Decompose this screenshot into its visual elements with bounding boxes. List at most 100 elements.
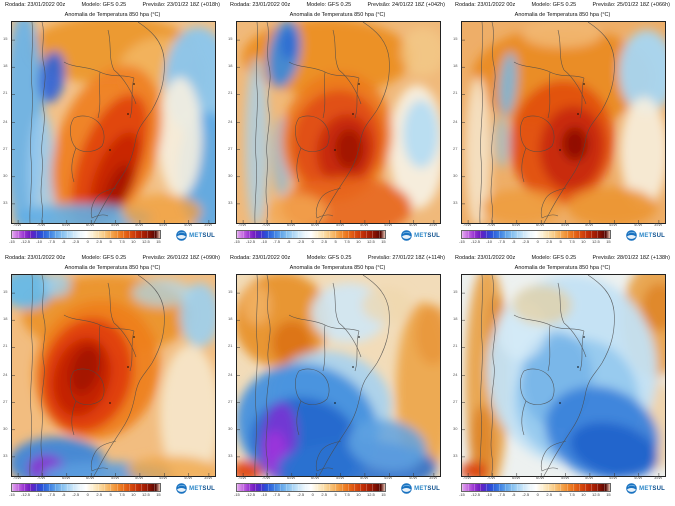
- lat-tick-label: 30: [228, 426, 233, 431]
- metsul-logo: METSUL: [626, 483, 665, 494]
- forecast-panel-5: Rodada: 23/01/2022 00z Modelo: GFS 0.25 …: [225, 253, 450, 506]
- lon-tick-label: 35W: [654, 475, 663, 480]
- colorbar-label: 10: [131, 492, 136, 497]
- colorbar-label: -5: [286, 239, 291, 244]
- lat-tick-label: 15: [228, 289, 233, 294]
- colorbar-label: 2.5: [321, 239, 327, 244]
- colorbar-label: -10: [486, 492, 492, 497]
- lon-tick-label: 75W: [238, 475, 247, 480]
- run-label: Rodada: 23/01/2022 00z: [230, 255, 291, 261]
- model-label: Modelo: GFS 0.25: [531, 2, 577, 8]
- lon-tick-label: 55W: [336, 222, 345, 227]
- lon-tick-label: 40W: [409, 222, 418, 227]
- panel-header: Rodada: 23/01/2022 00z Modelo: GFS 0.25 …: [5, 255, 220, 261]
- colorbar-label: 12.5: [592, 239, 600, 244]
- panel-header: Rodada: 23/01/2022 00z Modelo: GFS 0.25 …: [455, 255, 670, 261]
- temperature-anomaly-map: [237, 275, 440, 476]
- lon-tick-label: 55W: [111, 475, 120, 480]
- colorbar-label: 0: [311, 239, 314, 244]
- colorbar-label: -12.5: [20, 239, 31, 244]
- colorbar-label: 2.5: [96, 492, 102, 497]
- colorbar-label: 0: [536, 239, 539, 244]
- colorbar-label: -12.5: [245, 492, 256, 497]
- run-label: Rodada: 23/01/2022 00z: [5, 255, 66, 261]
- lat-tick-label: 30: [3, 173, 8, 178]
- lon-tick-label: 55W: [561, 475, 570, 480]
- colorbar-label: 7.5: [119, 492, 125, 497]
- anomaly-colorbar: [461, 230, 611, 239]
- logo-text: METSUL: [189, 233, 215, 239]
- logo-text-met: MET: [639, 485, 653, 492]
- lon-tick-label: 60W: [311, 222, 320, 227]
- colorbar-label: 5: [109, 239, 112, 244]
- lon-tick-label: 40W: [634, 475, 643, 480]
- map-frame: [461, 21, 666, 224]
- lon-tick-label: 55W: [336, 475, 345, 480]
- logo-text-sul: SUL: [202, 485, 215, 492]
- colorbar-label: 15: [381, 239, 386, 244]
- lat-tick-label: 27: [3, 146, 8, 151]
- run-label: Rodada: 23/01/2022 00z: [230, 2, 291, 8]
- colorbar-label: 15: [606, 239, 611, 244]
- map-title: Anomalia de Temperatura 850 hpa (°C): [289, 265, 386, 271]
- colorbar-label: 10: [356, 239, 361, 244]
- colorbar-label: 10: [131, 239, 136, 244]
- colorbar-label: 2.5: [321, 492, 327, 497]
- lat-tick-label: 18: [228, 63, 233, 68]
- colorbar-label: 7.5: [119, 239, 125, 244]
- map-title: Anomalia de Temperatura 850 hpa (°C): [289, 12, 386, 18]
- colorbar-label: 2.5: [546, 492, 552, 497]
- colorbar-label: -7.5: [273, 492, 280, 497]
- map-frame: [236, 21, 441, 224]
- lon-tick-label: 55W: [561, 222, 570, 227]
- colorbar-label: 15: [606, 492, 611, 497]
- map-frame: [11, 21, 216, 224]
- colorbar-label: 2.5: [96, 239, 102, 244]
- colorbar-label: -10: [36, 239, 42, 244]
- colorbar-label: -7.5: [498, 492, 505, 497]
- forecast-label: Previsão: 27/01/22 18Z (+114h): [367, 255, 445, 261]
- lat-tick-label: 18: [3, 63, 8, 68]
- lon-tick-label: 60W: [86, 222, 95, 227]
- lon-tick-label: 45W: [384, 222, 393, 227]
- temperature-anomaly-map: [12, 22, 215, 223]
- temperature-anomaly-map: [237, 22, 440, 223]
- map-title: Anomalia de Temperatura 850 hpa (°C): [514, 12, 611, 18]
- lat-tick-label: 21: [3, 90, 8, 95]
- colorbar-label: 12.5: [367, 239, 375, 244]
- lon-tick-label: 65W: [62, 475, 71, 480]
- lat-tick-label: 24: [228, 372, 233, 377]
- lat-tick-label: 33: [228, 453, 233, 458]
- map-title: Anomalia de Temperatura 850 hpa (°C): [64, 12, 161, 18]
- lon-tick-label: 55W: [111, 222, 120, 227]
- colorbar-labels: -15 -12.5 -10 -7.5 -5 -2.5 0 2.5 5 7.5 10 12.5 15: [459, 239, 611, 244]
- lon-tick-label: 50W: [585, 222, 594, 227]
- map-frame: [11, 274, 216, 477]
- lon-tick-label: 75W: [13, 475, 22, 480]
- logo-text: METSUL: [414, 486, 440, 492]
- map-frame: [461, 274, 666, 477]
- lon-tick-label: 45W: [159, 222, 168, 227]
- globe-icon: [626, 230, 637, 241]
- lon-tick-label: 35W: [204, 222, 213, 227]
- colorbar-label: 12.5: [367, 492, 375, 497]
- lon-tick-label: 50W: [135, 222, 144, 227]
- lat-tick-label: 15: [3, 36, 8, 41]
- lat-tick-label: 21: [228, 90, 233, 95]
- colorbar-label: -7.5: [48, 239, 55, 244]
- colorbar-labels: -15 -12.5 -10 -7.5 -5 -2.5 0 2.5 5 7.5 10 12.5 15: [234, 492, 386, 497]
- lon-tick-label: 45W: [609, 222, 618, 227]
- lat-tick-label: 30: [3, 426, 8, 431]
- logo-text-sul: SUL: [652, 485, 665, 492]
- logo-text-sul: SUL: [202, 232, 215, 239]
- globe-icon: [401, 483, 412, 494]
- model-label: Modelo: GFS 0.25: [81, 2, 127, 8]
- run-label: Rodada: 23/01/2022 00z: [455, 255, 516, 261]
- lon-tick-label: 60W: [536, 222, 545, 227]
- colorbar-labels: -15 -12.5 -10 -7.5 -5 -2.5 0 2.5 5 7.5 10 12.5 15: [234, 239, 386, 244]
- lat-tick-label: 27: [453, 146, 458, 151]
- colorbar-label: -2.5: [297, 492, 305, 497]
- lon-tick-label: 35W: [429, 222, 438, 227]
- lat-tick-label: 33: [3, 453, 8, 458]
